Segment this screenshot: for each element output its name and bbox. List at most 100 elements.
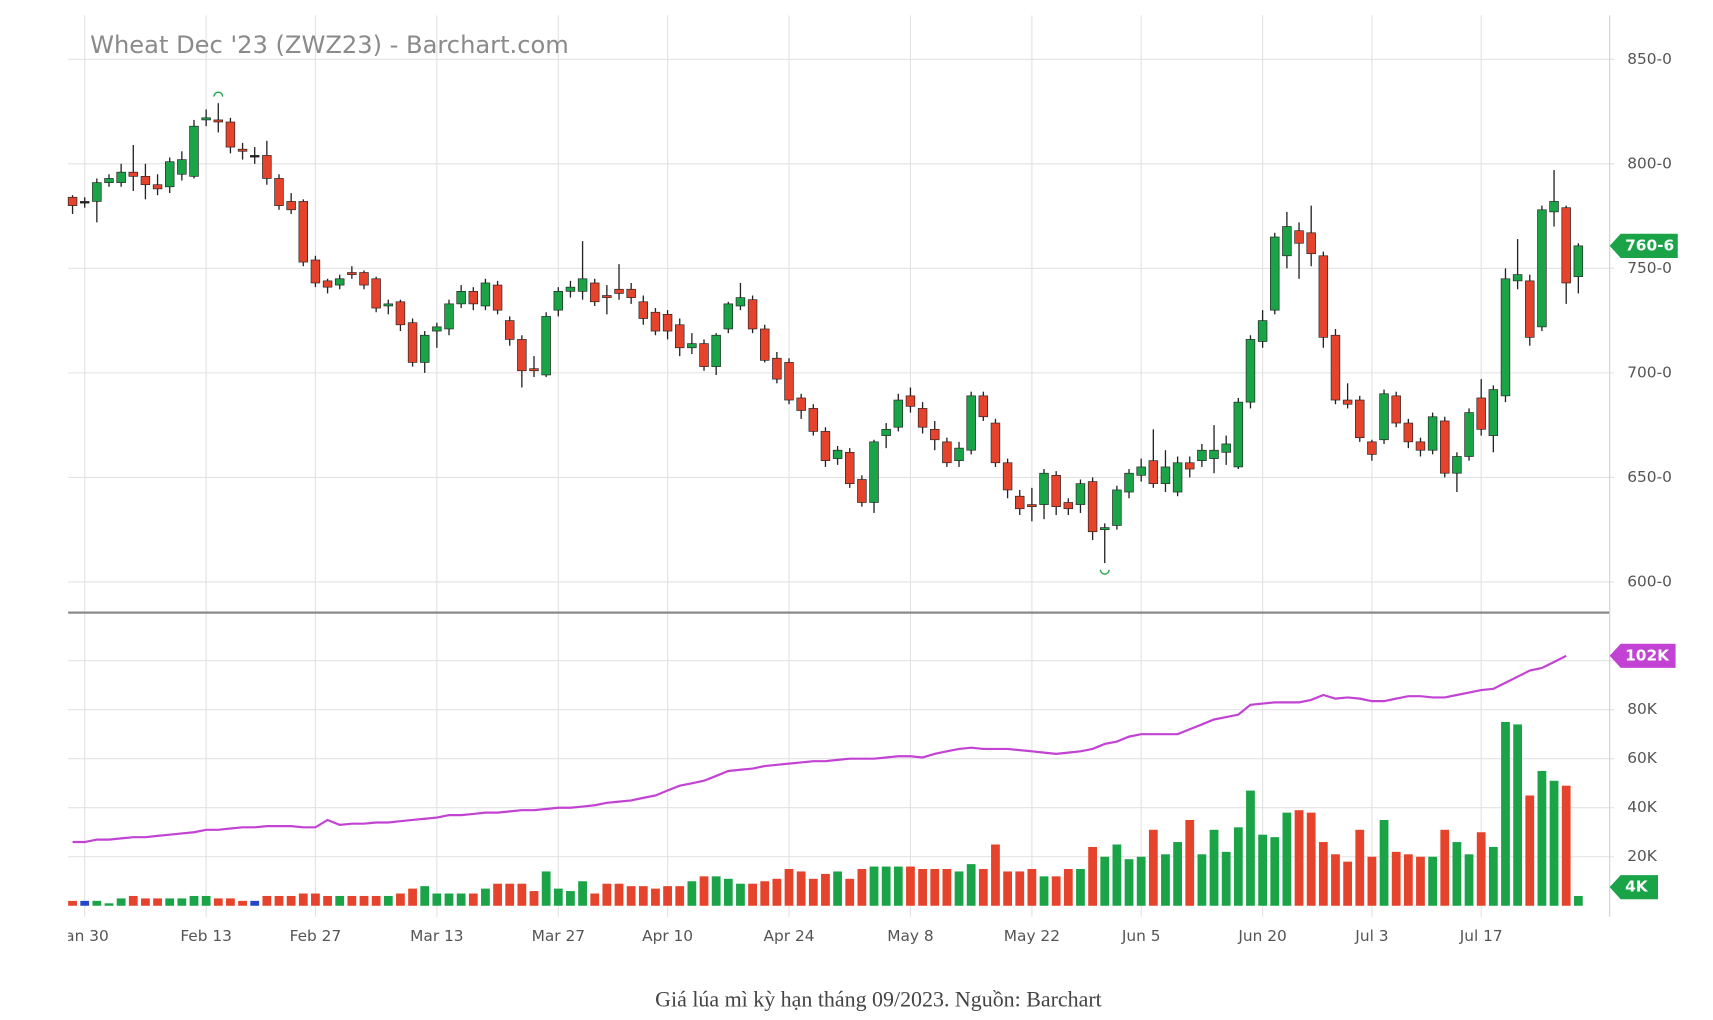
y-tick-label: 80K <box>1627 700 1658 718</box>
candle-body <box>1427 416 1438 451</box>
volume-bar <box>201 895 211 906</box>
candle-body <box>820 431 831 462</box>
candle-body <box>747 299 758 330</box>
volume-bar <box>675 886 685 906</box>
candle-body <box>116 171 126 183</box>
candle-body <box>1464 412 1474 457</box>
volume-bar <box>1379 819 1389 906</box>
last-volume-label: 4K <box>1625 878 1649 896</box>
last-volume-tag <box>1609 875 1659 900</box>
candle-body <box>274 178 284 206</box>
candle-body <box>298 201 309 263</box>
candle-body <box>808 408 819 432</box>
candle-body <box>371 278 381 309</box>
volume-bar <box>1039 876 1049 906</box>
volume-bar <box>359 895 369 906</box>
volume-bar <box>1112 844 1122 906</box>
candle-body <box>1500 278 1511 397</box>
volume-bar <box>918 869 927 906</box>
candle-body <box>772 357 782 380</box>
candle-body <box>334 278 345 286</box>
volume-bar <box>796 871 806 906</box>
candle-body <box>104 178 114 183</box>
candle-body <box>1415 441 1426 451</box>
candle-body <box>1136 466 1146 476</box>
candle-body <box>832 449 843 459</box>
volume-bar <box>1549 780 1559 906</box>
volume-bar <box>1331 854 1340 906</box>
volume-bar <box>274 895 284 906</box>
candle-body <box>1512 274 1523 282</box>
candle-body <box>1233 401 1244 468</box>
candle-body <box>1573 245 1584 278</box>
volume-bar <box>1221 851 1231 906</box>
candle-body <box>1015 495 1025 510</box>
open-interest-tag <box>1609 643 1676 668</box>
candle-body <box>869 441 879 503</box>
candle-body <box>845 451 855 484</box>
candle-body <box>1087 481 1098 533</box>
volume-bar <box>833 871 842 906</box>
open-interest-line <box>72 654 1567 844</box>
candle-body <box>1112 489 1122 526</box>
candle-body <box>1379 393 1389 441</box>
volume-bar <box>711 876 721 906</box>
candle-body <box>723 303 734 330</box>
candle-body <box>1257 320 1268 342</box>
volume-bar <box>1501 721 1510 906</box>
candle-body <box>347 272 357 275</box>
x-tick-label: Apr 10 <box>642 927 693 945</box>
candle-body <box>1330 334 1341 401</box>
volume-bar <box>92 900 102 906</box>
volume-bar <box>444 893 454 906</box>
volume-bar <box>1124 859 1134 906</box>
volume-bar <box>638 886 648 906</box>
candle-body <box>310 259 321 284</box>
candle-body <box>1318 255 1329 338</box>
volume-bar <box>1173 842 1182 906</box>
volume-bar <box>371 895 381 906</box>
volume-bar <box>1428 856 1438 906</box>
candle-body <box>1185 462 1195 470</box>
volume-bar <box>226 898 235 906</box>
candle-body <box>1367 441 1377 455</box>
candle-body <box>699 343 709 367</box>
candle-body <box>930 428 940 441</box>
candle-body <box>395 301 406 326</box>
candle-body <box>1476 397 1486 430</box>
volume-bar <box>663 886 672 906</box>
volume-bar <box>1209 829 1219 906</box>
volume-bar <box>493 883 502 906</box>
volume-bar <box>1063 869 1073 906</box>
volume-bar <box>723 878 733 906</box>
volume-bar <box>1294 810 1304 906</box>
y-tick-label: 650-0 <box>1627 468 1672 486</box>
last-price-label: 760-6 <box>1625 236 1674 254</box>
volume-bar <box>189 895 199 906</box>
candle-body <box>1245 339 1256 403</box>
x-tick-label: Jun 5 <box>1121 927 1161 945</box>
y-tick-label: 750-0 <box>1627 259 1672 277</box>
volume-bar <box>1573 895 1583 906</box>
candle-body <box>1355 399 1365 439</box>
volume-bar <box>1416 856 1425 906</box>
candle-body <box>1488 389 1499 436</box>
volume-bar <box>566 891 575 906</box>
candle-body <box>359 272 369 286</box>
volume-bar <box>1076 869 1085 906</box>
volume-bar <box>772 878 782 906</box>
volume-bar <box>420 886 430 906</box>
candle-body <box>614 288 624 294</box>
plot: 4K 102K 760-6 <box>67 91 1678 906</box>
volume-bar <box>881 866 891 906</box>
volume-bar <box>347 895 357 906</box>
candle-body <box>1221 443 1231 453</box>
candle-body <box>857 479 867 503</box>
volume-bar <box>1525 795 1535 906</box>
volume-bar <box>153 898 162 906</box>
high-marker <box>213 91 224 97</box>
volume-bar <box>286 895 296 906</box>
candle-body <box>1270 236 1280 311</box>
volume-bar <box>383 895 393 906</box>
